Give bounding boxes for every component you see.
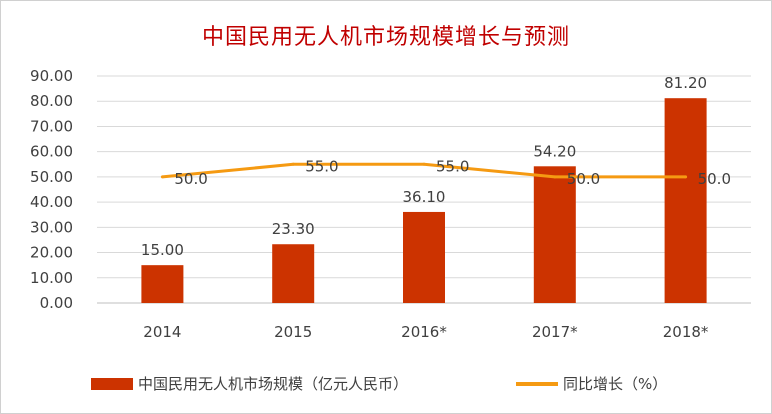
bar bbox=[664, 98, 707, 303]
x-tick-label: 2018* bbox=[663, 323, 709, 341]
legend: 中国民用无人机市场规模（亿元人民币） 同比增长（%） bbox=[1, 373, 771, 397]
y-tick-label: 20.00 bbox=[30, 244, 73, 262]
line-data-label: 55.0 bbox=[305, 157, 338, 175]
legend-item-bar: 中国民用无人机市场规模（亿元人民币） bbox=[91, 373, 408, 394]
bar-data-label: 81.20 bbox=[664, 74, 707, 92]
bar-data-label: 36.10 bbox=[403, 188, 446, 206]
x-tick-label: 2017* bbox=[532, 323, 578, 341]
line-data-label: 55.0 bbox=[436, 157, 469, 175]
line-series bbox=[162, 162, 686, 179]
y-tick-label: 30.00 bbox=[30, 218, 73, 236]
line-data-label: 50.0 bbox=[174, 170, 207, 188]
line-point bbox=[291, 162, 295, 166]
line-point bbox=[160, 175, 164, 179]
bar-data-label: 15.00 bbox=[141, 241, 184, 259]
y-tick-label: 50.00 bbox=[30, 168, 73, 186]
legend-label-bar: 中国民用无人机市场规模（亿元人民币） bbox=[138, 375, 409, 393]
line-point bbox=[684, 175, 688, 179]
bar bbox=[141, 265, 184, 303]
y-tick-label: 40.00 bbox=[30, 193, 73, 211]
y-tick-label: 0.00 bbox=[40, 294, 73, 312]
y-tick-label: 60.00 bbox=[30, 143, 73, 161]
y-tick-label: 10.00 bbox=[30, 269, 73, 287]
y-tick-label: 90.00 bbox=[30, 67, 73, 85]
x-tick-label: 2014 bbox=[143, 323, 181, 341]
legend-swatch-line bbox=[516, 381, 558, 386]
x-tick-label: 2016* bbox=[401, 323, 447, 341]
legend-item-line: 同比增长（%） bbox=[516, 373, 667, 394]
line-point bbox=[553, 175, 557, 179]
bar-data-label: 54.20 bbox=[533, 142, 576, 160]
x-tick-label: 2015 bbox=[274, 323, 312, 341]
bar bbox=[403, 211, 445, 303]
bar-data-label: 23.30 bbox=[272, 220, 315, 238]
y-tick-label: 80.00 bbox=[30, 92, 73, 110]
legend-swatch-bar bbox=[91, 377, 133, 390]
line-data-label: 50.0 bbox=[567, 170, 600, 188]
y-tick-label: 70.00 bbox=[30, 117, 73, 135]
bar bbox=[533, 166, 576, 303]
line-data-label: 50.0 bbox=[698, 170, 731, 188]
line-point bbox=[422, 162, 426, 166]
bar bbox=[272, 244, 315, 303]
chart-title: 中国民用无人机市场规模增长与预测 bbox=[201, 25, 570, 50]
legend-label-line: 同比增长（%） bbox=[563, 375, 668, 393]
